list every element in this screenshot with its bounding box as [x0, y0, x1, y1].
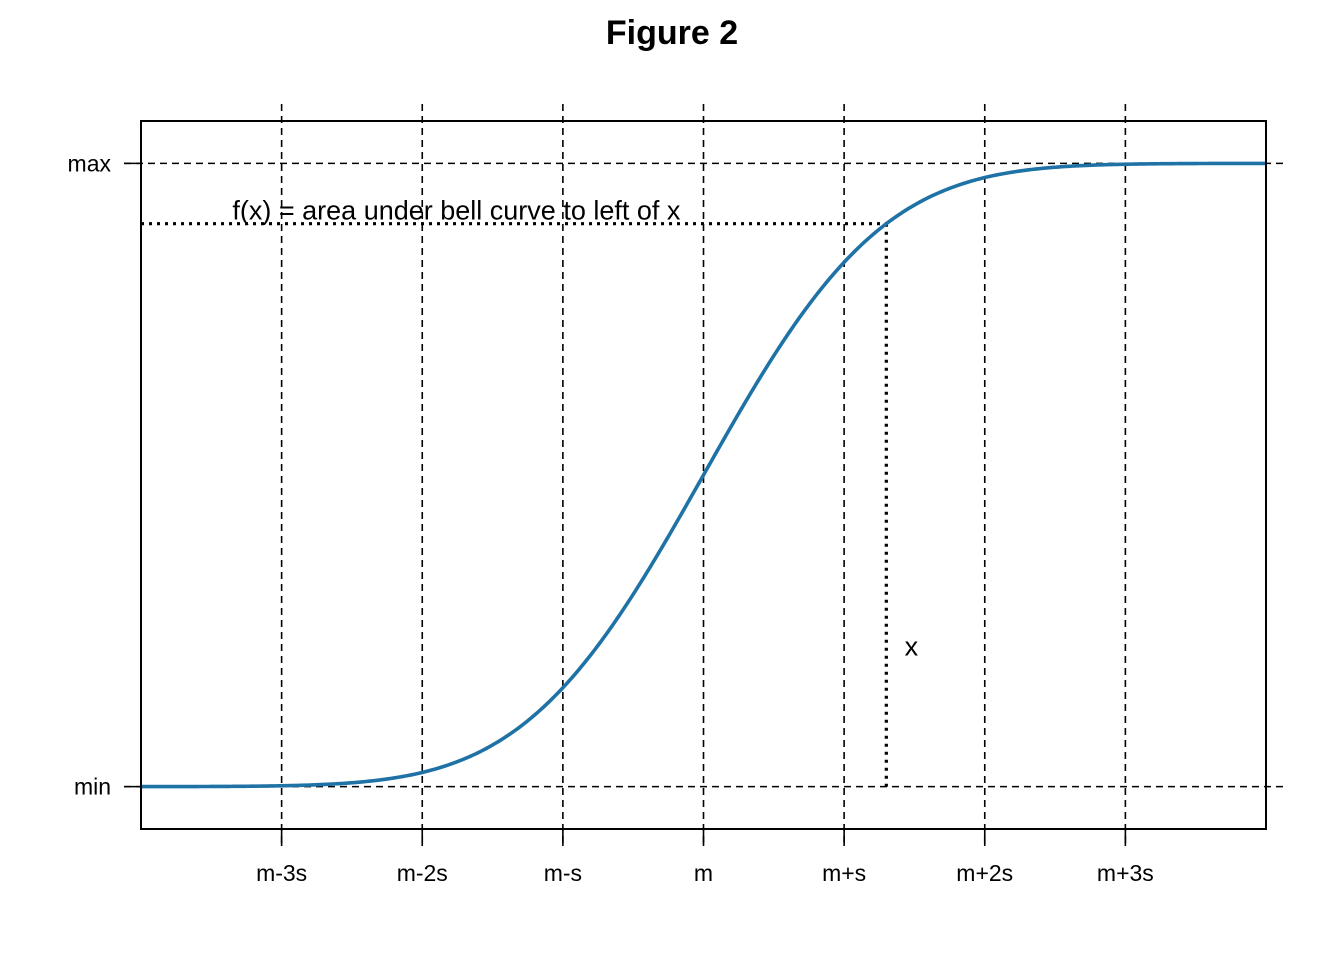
- x-tick-label: m-s: [544, 860, 582, 886]
- y-tick-label: max: [68, 150, 112, 176]
- x-tick-label: m+3s: [1097, 860, 1154, 886]
- grid-lines: [124, 104, 1283, 846]
- series-line: [141, 161, 1266, 789]
- x-tick-label: m: [694, 860, 713, 886]
- annotation-label: x: [905, 632, 919, 662]
- x-tick-label: m+s: [822, 860, 866, 886]
- x-tick-label: m+2s: [956, 860, 1013, 886]
- annotations: f(x) = area under bell curve to left of …: [232, 195, 918, 661]
- annotation-label: f(x) = area under bell curve to left of …: [232, 195, 680, 225]
- series-layer: [141, 161, 1266, 789]
- guide-lines: [141, 222, 888, 787]
- y-tick-label: min: [74, 774, 111, 800]
- x-tick-label: m-2s: [397, 860, 448, 886]
- x-tick-label: m-3s: [256, 860, 307, 886]
- chart-title: Figure 2: [606, 14, 738, 52]
- axis-ticks: m-3s m-2s m-s m m+s m+2s m+3s min max: [68, 150, 1154, 886]
